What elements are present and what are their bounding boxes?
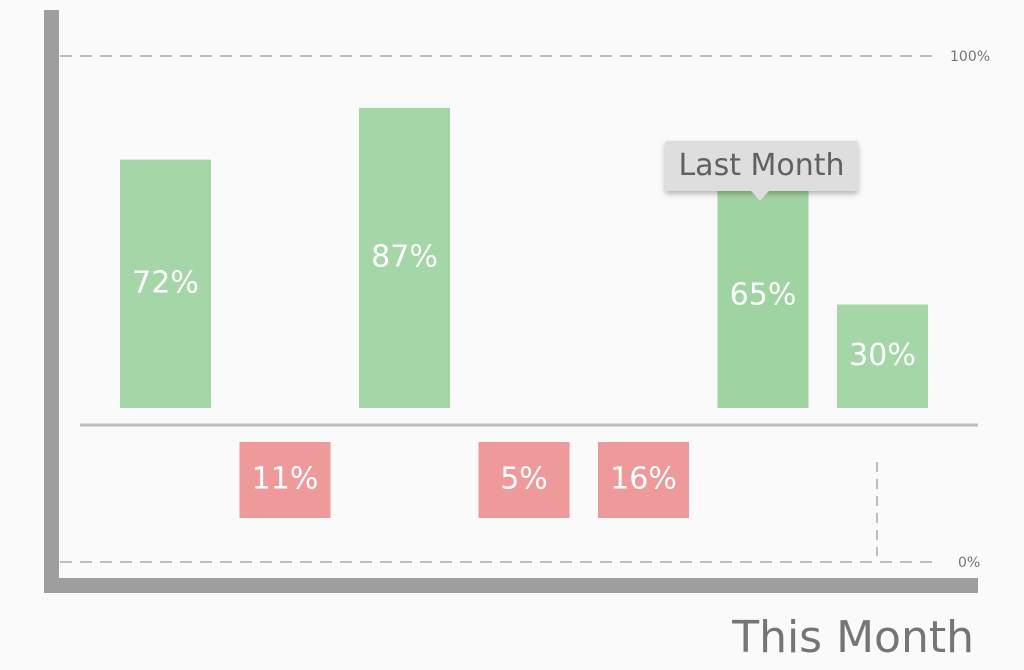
bar-value-label: 87% — [371, 239, 438, 274]
bar-positive[interactable] — [837, 304, 928, 409]
bar-negative[interactable] — [598, 442, 689, 518]
bar-value-label: 65% — [730, 277, 797, 312]
bar-positive[interactable] — [717, 183, 809, 408]
bar-negative[interactable] — [478, 442, 570, 518]
bar-value-label: 72% — [132, 265, 199, 300]
bar-positive[interactable] — [120, 159, 211, 408]
bars-group: 72% 11% 87% 5% 16% 65% 30% — [120, 107, 928, 518]
bar-value-label: 5% — [500, 462, 548, 497]
bar-negative[interactable] — [239, 442, 331, 518]
y-axis — [44, 10, 59, 593]
tooltip-last-month: Last Month — [665, 141, 858, 191]
tooltip-arrow — [751, 191, 769, 201]
bar-positive[interactable] — [359, 107, 450, 408]
bar-value-label: 11% — [252, 462, 319, 497]
x-axis — [44, 578, 978, 593]
bar-value-label: 16% — [610, 462, 677, 497]
tick-label-top: 100% — [950, 49, 990, 65]
tick-label-bottom: 0% — [958, 555, 980, 571]
bar-value-label: 30% — [849, 338, 916, 373]
x-axis-title: This Month — [732, 612, 974, 663]
